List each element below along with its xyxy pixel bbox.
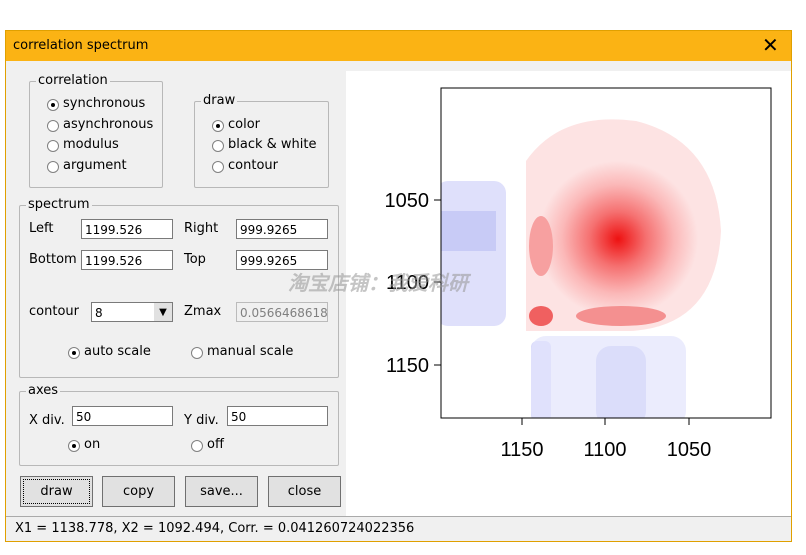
label: Right <box>184 221 219 236</box>
radio-label: black & white <box>228 137 317 152</box>
zmax-input: 0.0566468618 <box>236 302 328 322</box>
button[interactable]: copy <box>102 476 175 507</box>
top-input[interactable]: 999.9265 <box>236 250 328 270</box>
contour-map <box>441 119 721 418</box>
contour-select[interactable]: 8 ▼ <box>91 302 173 322</box>
radio-button[interactable] <box>47 120 59 132</box>
group-legend: axes <box>26 383 61 398</box>
label: X div. <box>29 413 65 428</box>
title-bar: correlation spectrum ✕ <box>6 31 791 61</box>
label: contour <box>29 304 79 319</box>
label: Zmax <box>184 304 222 319</box>
x-tick-label: 1150 <box>500 439 543 461</box>
group-legend: draw <box>201 93 238 108</box>
button[interactable]: save... <box>185 476 258 507</box>
radio-button[interactable] <box>191 440 203 452</box>
radio-label: auto scale <box>84 344 151 359</box>
y-tick-label: 1050 <box>385 190 430 212</box>
radio-button[interactable] <box>191 347 203 359</box>
select-value: 8 <box>95 306 103 320</box>
bottom-input[interactable]: 1199.526 <box>81 250 173 270</box>
left-input[interactable]: 1199.526 <box>81 219 173 239</box>
radio-button[interactable] <box>212 120 224 132</box>
xdiv-input[interactable]: 50 <box>72 406 173 426</box>
window-title: correlation spectrum <box>13 38 149 53</box>
radio-button[interactable] <box>212 161 224 173</box>
watermark: 淘宝店铺：我爱科研 <box>288 271 468 295</box>
radio-button[interactable] <box>212 140 224 152</box>
y-tick-label: 1150 <box>386 355 429 377</box>
radio-label: on <box>84 437 101 452</box>
close-icon[interactable]: ✕ <box>762 33 779 57</box>
label: Bottom <box>29 252 77 267</box>
ydiv-input[interactable]: 50 <box>227 406 328 426</box>
radio-label: argument <box>63 158 127 173</box>
radio-button[interactable] <box>47 99 59 111</box>
button[interactable]: draw <box>20 476 93 507</box>
dialog: correlation spectrum ✕ correlation draw … <box>5 30 792 542</box>
radio-label: modulus <box>63 137 119 152</box>
status-text: X1 = 1138.778, X2 = 1092.494, Corr. = 0.… <box>15 521 415 536</box>
radio-label: contour <box>228 158 278 173</box>
radio-label: color <box>228 117 261 132</box>
spectrum-group: spectrum <box>19 197 339 378</box>
x-tick-label: 1100 <box>583 439 626 461</box>
plot: 1050 1100 1150 1150 1100 1050 <box>346 71 791 516</box>
draw-group: draw <box>194 93 329 188</box>
radio-button[interactable] <box>68 440 80 452</box>
radio-label: synchronous <box>63 96 146 111</box>
dropdown-arrow[interactable]: ▼ <box>154 303 172 321</box>
radio-label: manual scale <box>207 344 294 359</box>
radio-button[interactable] <box>68 347 80 359</box>
axes-group: axes <box>19 383 339 466</box>
label: Top <box>184 252 206 267</box>
label: Left <box>29 221 54 236</box>
radio-label: asynchronous <box>63 117 154 132</box>
x-tick-label: 1050 <box>667 439 712 461</box>
status-bar: X1 = 1138.778, X2 = 1092.494, Corr. = 0.… <box>6 516 791 541</box>
radio-label: off <box>207 437 224 452</box>
radio-button[interactable] <box>47 140 59 152</box>
group-legend: correlation <box>36 73 110 88</box>
group-legend: spectrum <box>26 197 92 212</box>
radio-button[interactable] <box>47 161 59 173</box>
right-input[interactable]: 999.9265 <box>236 219 328 239</box>
y-tick-label: 1100 <box>386 272 429 294</box>
button[interactable]: close <box>268 476 341 507</box>
plot-frame <box>440 87 772 419</box>
correlation-group: correlation <box>29 73 163 188</box>
label: Y div. <box>184 413 219 428</box>
